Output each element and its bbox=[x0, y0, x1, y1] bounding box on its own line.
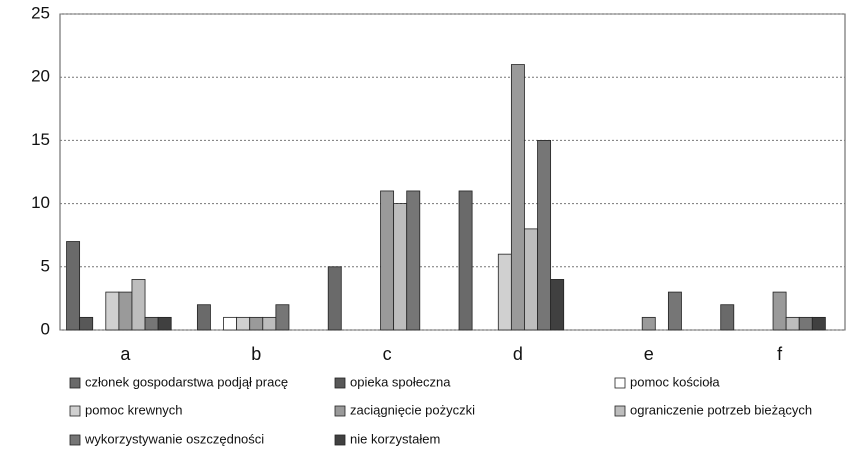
bar bbox=[550, 279, 565, 331]
x-tick-label: b bbox=[251, 344, 261, 364]
bar bbox=[667, 291, 682, 331]
bar bbox=[105, 291, 120, 331]
bar bbox=[497, 253, 512, 331]
y-tick-label: 15 bbox=[31, 130, 50, 149]
bar bbox=[641, 316, 656, 331]
bar bbox=[720, 304, 735, 331]
x-tick-label: e bbox=[644, 344, 654, 364]
legend-label: pomoc kościoła bbox=[630, 374, 720, 389]
x-tick-label: c bbox=[383, 344, 392, 364]
bar bbox=[772, 291, 787, 331]
legend-swatch bbox=[69, 405, 81, 417]
bar bbox=[524, 228, 538, 331]
y-tick-label: 0 bbox=[41, 319, 50, 338]
legend-swatch bbox=[614, 405, 626, 417]
legend-swatch bbox=[69, 434, 81, 446]
y-tick-label: 20 bbox=[31, 67, 50, 86]
x-tick-label: f bbox=[777, 344, 783, 364]
plot-area bbox=[59, 13, 846, 331]
legend-label: opieka społeczna bbox=[350, 374, 451, 389]
bar bbox=[458, 190, 473, 331]
legend-swatch bbox=[69, 377, 81, 389]
bar bbox=[811, 316, 826, 331]
x-tick-label: d bbox=[513, 344, 523, 364]
bar bbox=[131, 279, 146, 331]
legend-label: wykorzystywanie oszczędności bbox=[84, 431, 264, 446]
bar bbox=[144, 316, 159, 331]
legend-swatch bbox=[334, 434, 346, 446]
bar bbox=[798, 316, 813, 331]
legend-label: zaciągnięcie pożyczki bbox=[350, 402, 475, 417]
y-tick-label: 10 bbox=[31, 193, 50, 212]
bar bbox=[785, 316, 800, 331]
bar bbox=[223, 316, 238, 331]
legend-label: członek gospodarstwa podjął pracę bbox=[85, 374, 288, 389]
x-tick-label: a bbox=[120, 344, 131, 364]
legend-label: pomoc krewnych bbox=[85, 402, 183, 417]
bar bbox=[510, 64, 525, 331]
bar bbox=[275, 304, 290, 331]
legend-swatch bbox=[334, 405, 346, 417]
y-tick-label: 5 bbox=[41, 256, 50, 275]
bar bbox=[118, 291, 133, 331]
legend-swatch bbox=[334, 377, 346, 389]
bar bbox=[66, 241, 81, 331]
bar bbox=[327, 266, 342, 331]
bar bbox=[249, 316, 264, 331]
bar bbox=[393, 203, 408, 331]
legend-label: nie korzystałem bbox=[350, 431, 440, 446]
legend-swatch bbox=[614, 377, 626, 389]
bar bbox=[262, 316, 277, 331]
bar bbox=[406, 190, 421, 331]
bar bbox=[196, 304, 211, 331]
bar bbox=[537, 139, 552, 331]
bar bbox=[79, 316, 94, 331]
y-tick-label: 25 bbox=[31, 3, 50, 22]
bar bbox=[157, 316, 172, 331]
legend-label: ograniczenie potrzeb bieżących bbox=[630, 402, 812, 417]
bar bbox=[236, 316, 251, 331]
bar bbox=[380, 190, 395, 331]
